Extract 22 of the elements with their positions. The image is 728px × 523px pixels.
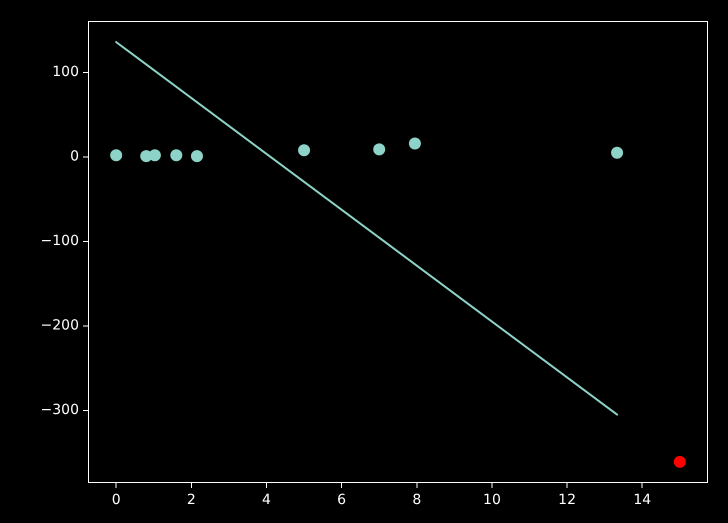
x-tick-label: 10 [483,492,501,508]
x-tick-label: 12 [558,492,576,508]
point [611,146,624,159]
point [298,144,310,156]
point [148,149,161,162]
y-tick-label: 100 [52,64,79,80]
y-tick-label: −200 [40,318,79,334]
x-tick-label: 14 [633,492,652,508]
x-tick-label: 8 [412,492,422,508]
x-tick-label: 6 [337,492,346,508]
point [170,149,182,162]
x-tick-label: 0 [112,492,121,508]
point [674,456,686,468]
y-tick-label: −100 [40,233,79,250]
y-tick-label: −300 [40,402,79,418]
point [408,137,421,150]
y-tick-label: 0 [70,148,79,165]
x-tick-label: 4 [262,492,272,508]
point [110,149,122,162]
point [373,143,386,156]
point [190,150,203,162]
x-tick-label: 2 [186,492,196,508]
